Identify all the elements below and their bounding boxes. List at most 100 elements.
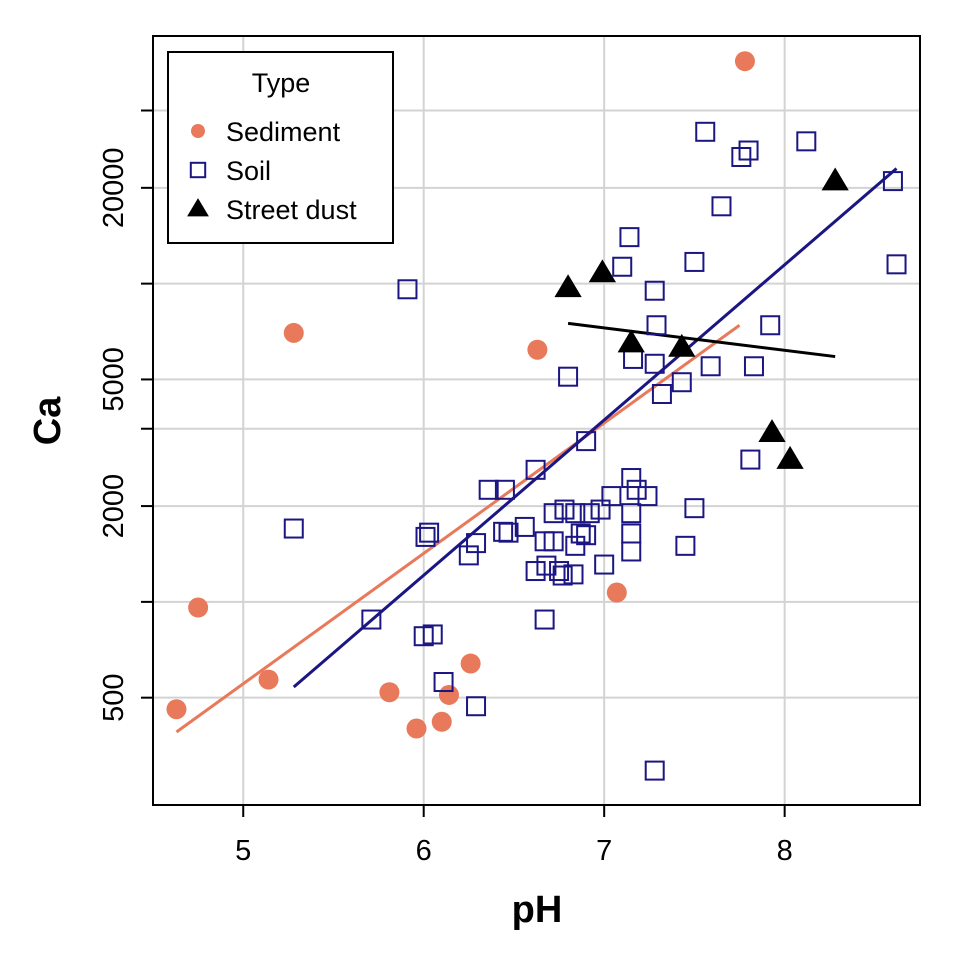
soil-point	[466, 533, 487, 554]
legend-sediment-marker	[191, 124, 205, 138]
sediment-point	[438, 684, 459, 705]
soil-point	[675, 535, 696, 556]
soil-point	[543, 531, 564, 552]
legend-street-dust-marker	[187, 198, 209, 217]
soil-point	[594, 554, 615, 575]
soil-point	[478, 479, 499, 500]
x-tick-label: 8	[777, 835, 793, 867]
soil-point	[637, 486, 658, 507]
soil-point	[621, 503, 642, 524]
soil-point	[422, 624, 443, 645]
soil-point	[700, 356, 721, 377]
y-tick-label: 20000	[98, 148, 130, 229]
sediment-point	[606, 582, 627, 603]
soil-point	[514, 516, 535, 537]
soil-point	[651, 383, 672, 404]
sediment-point	[460, 653, 481, 674]
legend-soil-label: Soil	[226, 156, 271, 186]
soil-point	[626, 479, 647, 500]
street-dust-point	[821, 167, 849, 191]
street-dust-point	[617, 329, 645, 353]
soil-point	[498, 522, 519, 543]
soil-fit-line	[292, 167, 898, 689]
soil-point	[711, 196, 732, 217]
soil-point	[612, 256, 633, 277]
soil-point	[886, 254, 907, 275]
x-tick-label: 6	[416, 835, 432, 867]
sediment-point	[283, 322, 304, 343]
soil-point	[644, 353, 665, 374]
soil-point	[576, 525, 597, 546]
legend-sediment-label: Sediment	[226, 117, 341, 147]
plot-border	[152, 35, 921, 806]
x-tick-label: 5	[235, 835, 251, 867]
soil-point	[493, 521, 514, 542]
fit-lines	[175, 167, 898, 734]
sediment-point	[527, 339, 548, 360]
soil-point	[543, 503, 564, 524]
soil-point	[671, 372, 692, 393]
soil-point	[731, 146, 752, 167]
soil-point	[415, 526, 436, 547]
soil-point	[283, 518, 304, 539]
legend-soil-marker	[189, 161, 207, 179]
soil-point	[458, 545, 479, 566]
legend-entries: Sediment Soil Street dust	[187, 117, 357, 225]
sediment-fit-line	[175, 324, 741, 734]
soil-point	[361, 609, 382, 630]
soil-point	[534, 609, 555, 630]
sediment-point	[258, 669, 279, 690]
sediment-point	[166, 699, 187, 720]
soil-point	[882, 171, 903, 192]
soil-point	[644, 760, 665, 781]
sediment-point	[431, 711, 452, 732]
soil-point	[525, 561, 546, 582]
street-dust-fit-line	[567, 321, 836, 359]
street-dust-point	[588, 259, 617, 283]
soil-point	[743, 356, 764, 377]
x-tick-label: 7	[596, 835, 612, 867]
soil-point	[644, 280, 665, 301]
street-dust-point	[758, 419, 786, 442]
soil-point	[695, 121, 716, 142]
sediment-point	[734, 51, 755, 72]
soil-point	[738, 140, 759, 161]
soil-point	[494, 479, 515, 500]
street-dust-point	[776, 445, 804, 469]
soil-point	[619, 227, 640, 248]
soil-point	[563, 564, 584, 585]
soil-point	[397, 279, 418, 300]
soil-point	[576, 431, 597, 452]
soil-point	[621, 541, 642, 562]
soil-point	[554, 499, 575, 520]
sediment-point	[188, 597, 209, 618]
axis-ticks: 5 6 7 8 500 2000 5000 20000	[98, 109, 793, 867]
legend-street-dust-label: Street dust	[226, 195, 357, 225]
soil-point	[621, 468, 642, 489]
soil-point	[466, 696, 487, 717]
data-points	[166, 51, 907, 781]
sediment-point	[379, 682, 400, 703]
soil-point	[525, 459, 546, 480]
soil-point	[684, 498, 705, 519]
soil-point	[419, 522, 440, 543]
y-tick-label: 500	[98, 673, 130, 721]
soil-point	[684, 251, 705, 272]
legend-title: Type	[252, 68, 311, 98]
soil-point	[549, 561, 570, 582]
soil-point	[433, 672, 454, 693]
soil-point	[570, 523, 591, 544]
sediment-point	[406, 718, 427, 739]
y-axis-title: Ca	[27, 396, 69, 445]
soil-point	[796, 131, 817, 152]
soil-point	[621, 523, 642, 544]
legend: Type Sediment Soil Street dust	[167, 51, 394, 244]
y-tick-label: 2000	[98, 474, 130, 539]
soil-point	[579, 503, 600, 524]
soil-point	[558, 366, 579, 387]
soil-point	[552, 565, 573, 586]
y-tick-label: 5000	[98, 347, 130, 412]
soil-point	[623, 348, 644, 369]
soil-point	[740, 449, 761, 470]
